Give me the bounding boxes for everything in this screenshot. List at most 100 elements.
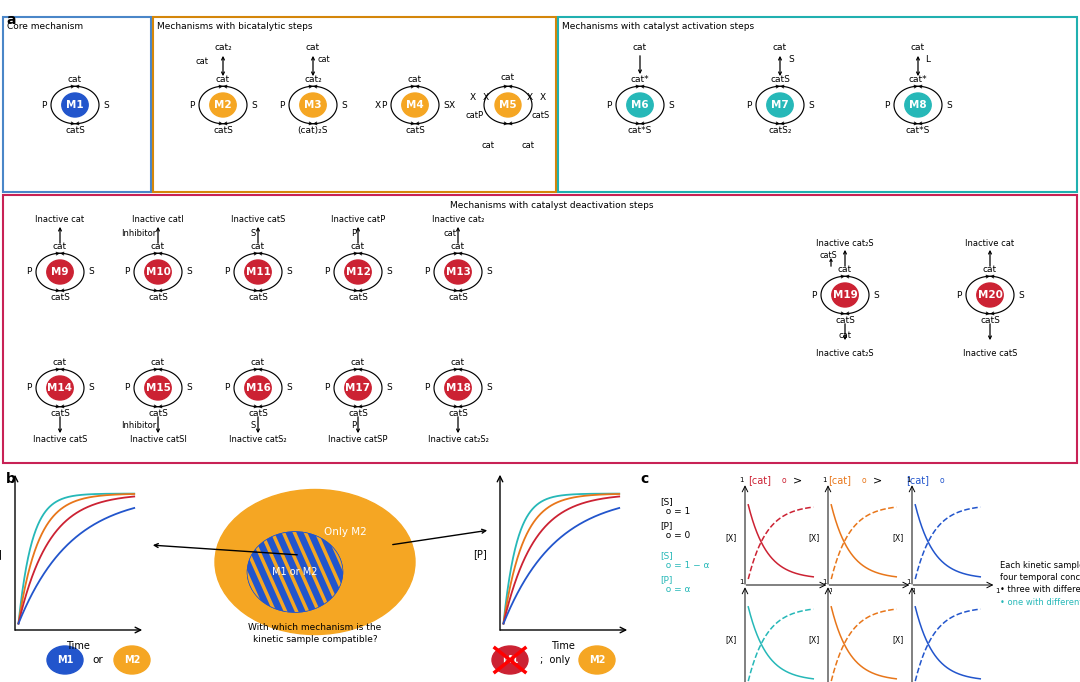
Text: [P]: [P] (660, 576, 673, 584)
Text: S: S (89, 267, 94, 276)
Text: catS: catS (148, 293, 167, 302)
Text: M8: M8 (909, 100, 927, 110)
Text: Inactive catS₂: Inactive catS₂ (229, 436, 287, 445)
Text: cat: cat (53, 242, 67, 251)
Text: cat: cat (306, 44, 320, 53)
Text: 1: 1 (822, 580, 826, 585)
Text: o = 0: o = 0 (660, 531, 690, 541)
Text: [X]: [X] (726, 533, 737, 542)
Text: P: P (424, 267, 430, 276)
Text: [P]: [P] (0, 549, 2, 559)
Ellipse shape (145, 260, 172, 284)
Text: Inactive catP: Inactive catP (330, 216, 386, 224)
Bar (558, 17, 1077, 192)
Text: S: S (387, 267, 392, 276)
Text: catS: catS (448, 409, 468, 418)
Text: Mechanisms with catalyst activation steps: Mechanisms with catalyst activation step… (562, 22, 754, 31)
Text: Mechanisms with catalyst deactivation steps: Mechanisms with catalyst deactivation st… (450, 201, 653, 210)
Text: Only M2: Only M2 (324, 527, 366, 537)
Text: M2: M2 (124, 655, 140, 665)
Text: cat: cat (451, 358, 465, 367)
Text: catS: catS (770, 75, 789, 84)
Ellipse shape (145, 376, 172, 400)
Text: catS₂: catS₂ (768, 126, 792, 135)
Text: P: P (189, 100, 194, 110)
Text: four temporal concentration profiles:: four temporal concentration profiles: (1000, 572, 1080, 582)
Ellipse shape (210, 93, 237, 117)
Text: cat*: cat* (908, 75, 928, 84)
Text: catS: catS (213, 126, 233, 135)
Text: Time: Time (774, 593, 794, 602)
Text: 1: 1 (739, 580, 743, 585)
Text: cat: cat (451, 242, 465, 251)
Text: cat*S: cat*S (906, 126, 930, 135)
Ellipse shape (579, 646, 615, 674)
Text: Inactive catS: Inactive catS (231, 216, 285, 224)
Text: 1: 1 (739, 477, 743, 484)
Text: o = 1: o = 1 (660, 507, 690, 516)
Text: [P]: [P] (473, 549, 487, 559)
Text: P: P (124, 383, 130, 393)
Text: P: P (26, 383, 31, 393)
Text: X: X (527, 93, 534, 102)
Ellipse shape (402, 93, 428, 117)
Text: M6: M6 (631, 100, 649, 110)
Text: S: S (486, 383, 491, 393)
Text: Time: Time (858, 593, 876, 602)
Text: Inactive catS: Inactive catS (32, 436, 87, 445)
Text: P: P (885, 100, 890, 110)
Text: S: S (286, 383, 292, 393)
Text: cat: cat (443, 230, 456, 239)
Text: [cat]: [cat] (828, 475, 851, 485)
Text: catS: catS (980, 316, 1000, 325)
Text: cat₂: cat₂ (214, 44, 232, 53)
Text: S: S (788, 55, 794, 65)
Text: X: X (483, 93, 489, 102)
Ellipse shape (495, 93, 521, 117)
Text: catS: catS (531, 110, 550, 119)
Text: cat: cat (482, 140, 495, 149)
Text: S: S (251, 421, 256, 430)
Text: P: P (225, 383, 230, 393)
Text: [X]: [X] (808, 635, 820, 644)
Text: S: S (1018, 291, 1024, 299)
Ellipse shape (245, 376, 271, 400)
Text: S: S (387, 383, 392, 393)
Text: cat: cat (216, 75, 230, 84)
Ellipse shape (46, 260, 73, 284)
Text: Inactive cat₂S: Inactive cat₂S (816, 349, 874, 357)
Text: cat*: cat* (631, 75, 649, 84)
Text: M5: M5 (499, 100, 517, 110)
Text: 1: 1 (906, 580, 910, 585)
Text: M20: M20 (977, 290, 1002, 300)
Text: S: S (89, 383, 94, 393)
Text: catS: catS (348, 409, 368, 418)
Text: o: o (862, 476, 866, 485)
Text: M1 or M2: M1 or M2 (272, 567, 318, 577)
Text: cat: cat (838, 265, 852, 273)
Text: [X]: [X] (892, 635, 904, 644)
Text: M2: M2 (214, 100, 232, 110)
Text: X: X (470, 93, 476, 102)
Text: P: P (351, 421, 356, 430)
Text: [cat]: [cat] (748, 475, 771, 485)
Text: Time: Time (551, 641, 575, 651)
Ellipse shape (445, 260, 471, 284)
Text: P: P (811, 291, 816, 299)
Text: o = α: o = α (660, 586, 690, 595)
Text: P: P (324, 383, 329, 393)
Text: M19: M19 (833, 290, 858, 300)
Ellipse shape (976, 283, 1003, 307)
Text: o: o (940, 476, 944, 485)
Text: [S]: [S] (660, 497, 673, 507)
Text: M1: M1 (57, 655, 73, 665)
Text: X: X (375, 100, 381, 110)
Ellipse shape (245, 260, 271, 284)
Text: M4: M4 (406, 100, 423, 110)
Text: cat: cat (351, 358, 365, 367)
Text: M17: M17 (346, 383, 370, 393)
Text: Core mechanism: Core mechanism (6, 22, 83, 31)
Text: S: S (251, 230, 256, 239)
Text: o = 1 − α: o = 1 − α (660, 561, 710, 571)
Ellipse shape (767, 93, 793, 117)
